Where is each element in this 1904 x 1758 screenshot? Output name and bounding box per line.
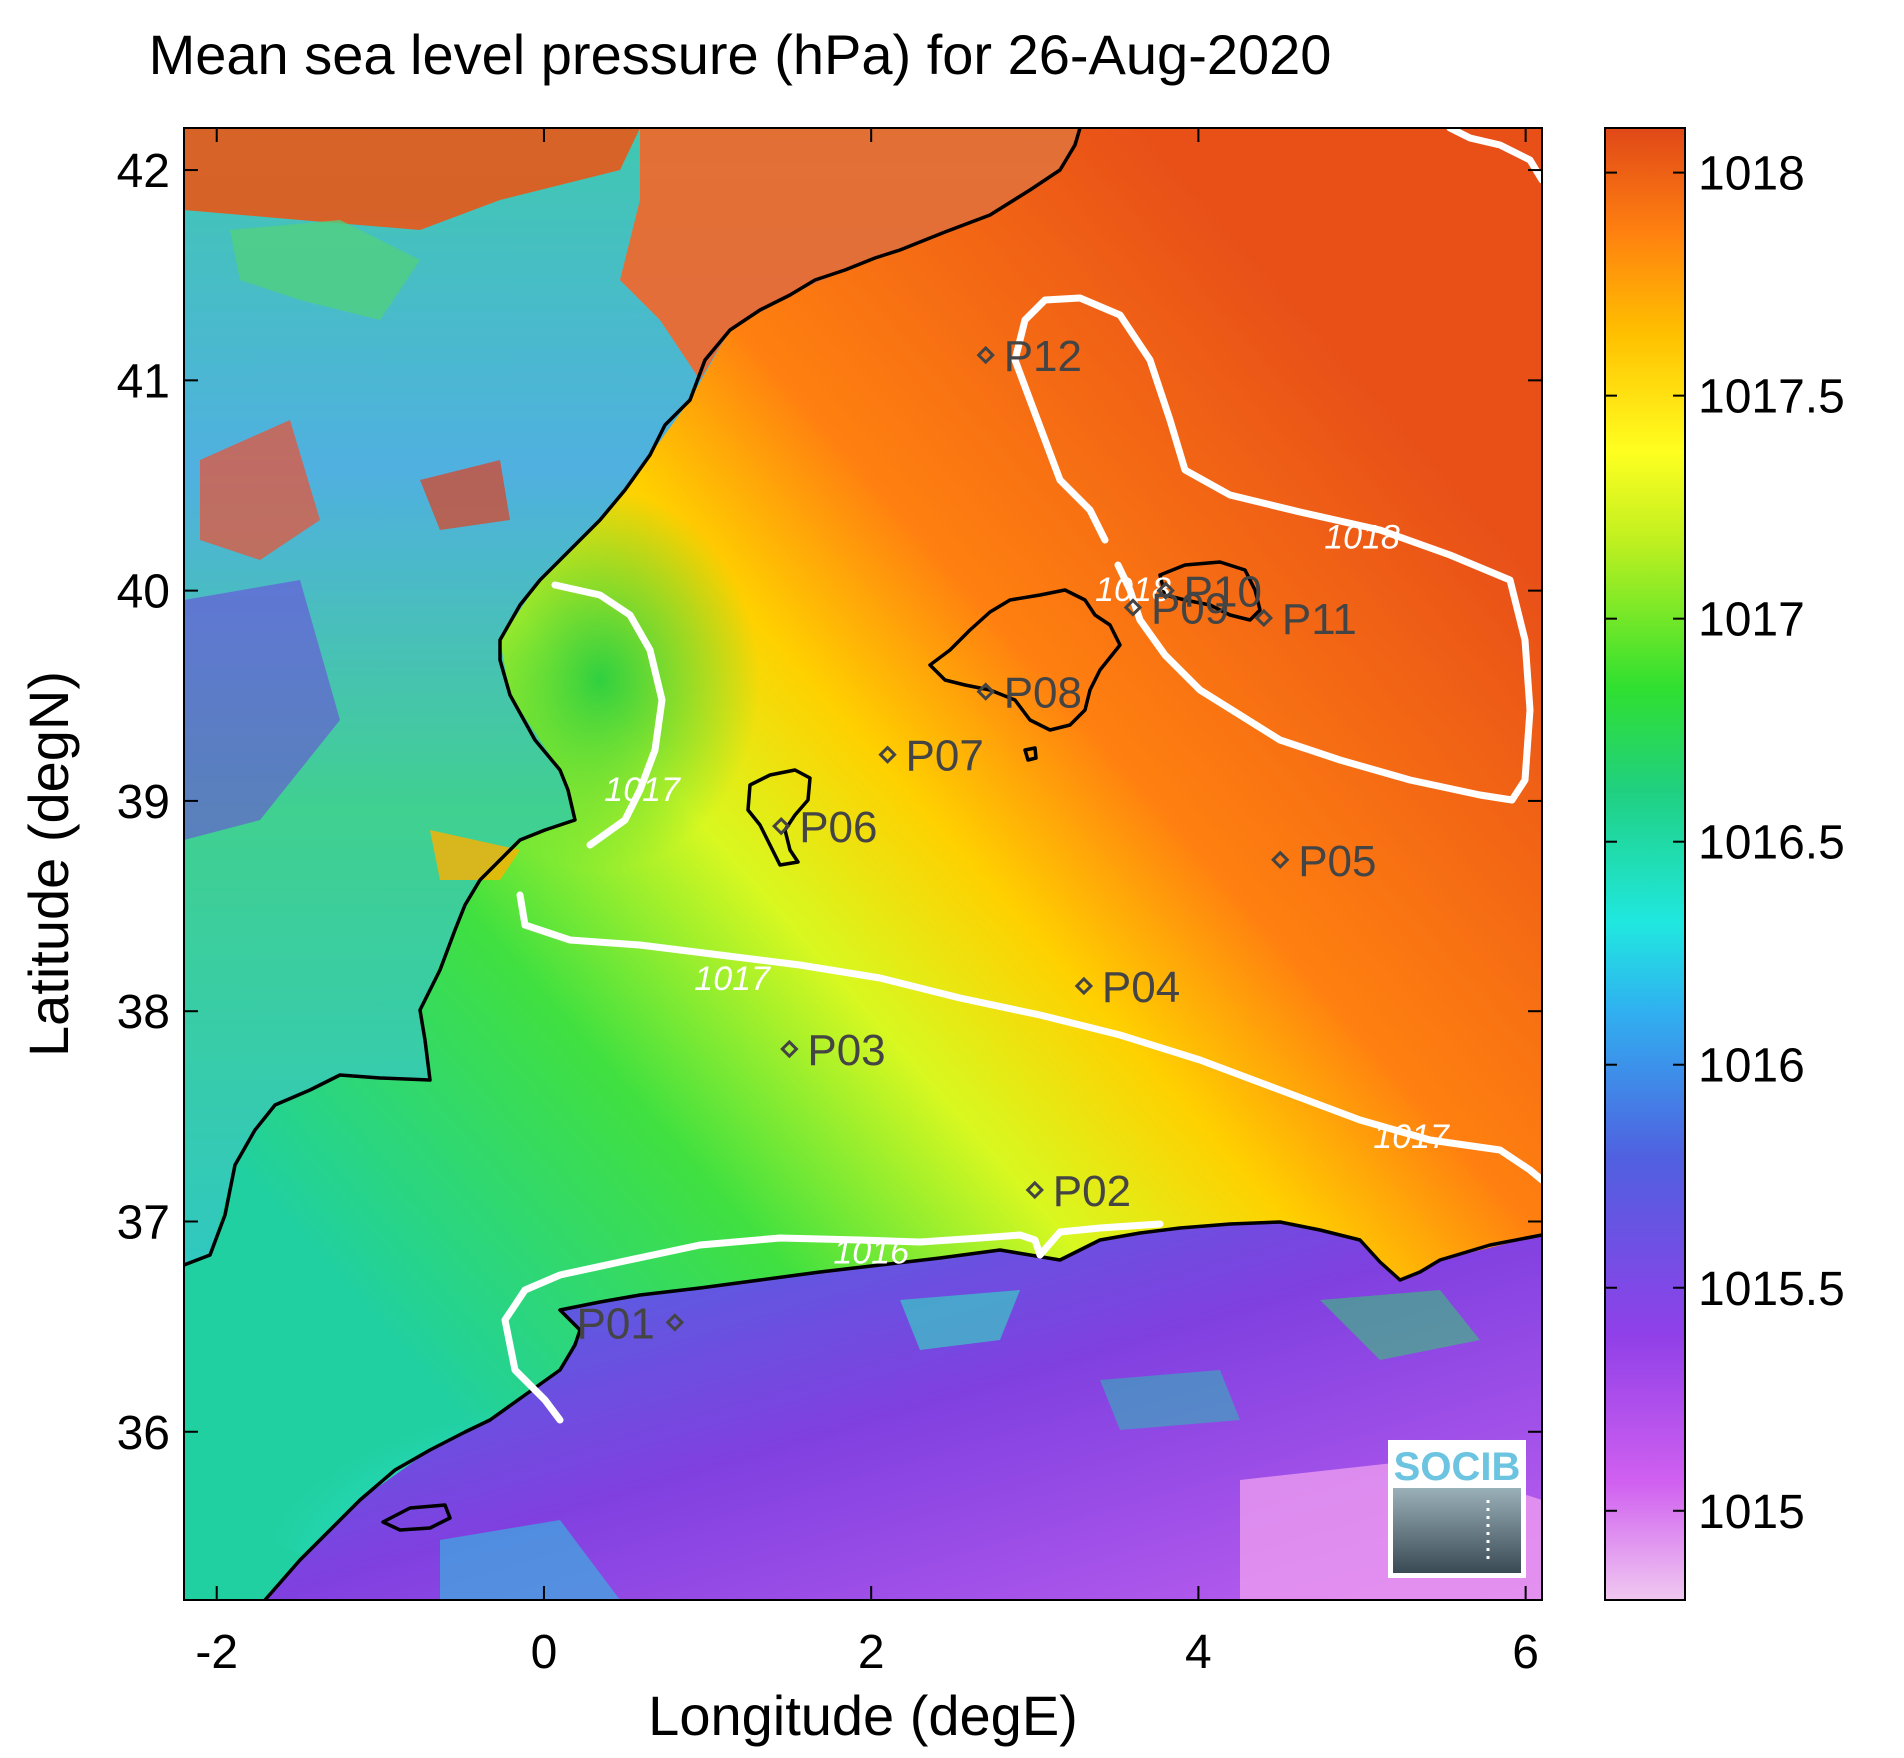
station-p12: P12 [976,332,1082,381]
colorbar-ticks: 1015 1015.5 1016 1016.5 1017 1017.5 1018 [1605,148,1845,1539]
contour-label: 1018 [1324,519,1400,557]
station-p07: P07 [878,732,984,781]
logo-text: SOCIB [1394,1445,1521,1489]
contour-label: 1016 [833,1234,909,1272]
y-tick-label: 39 [117,776,170,829]
colorbar-tick-label: 1018 [1698,148,1805,201]
colorbar [1604,127,1686,1601]
y-tick-label: 40 [117,566,170,619]
diamond-marker-icon [1271,850,1290,869]
diamond-marker-icon [1025,1180,1044,1200]
station-p02: P02 [1025,1167,1131,1216]
coastline [184,128,1542,1600]
x-tick-label: 2 [858,1626,885,1679]
colorbar-tick-label: 1017 [1698,594,1805,647]
diamond-marker-icon [665,1313,685,1332]
x-tick-label: -2 [195,1626,238,1679]
x-tick-label: 0 [531,1626,558,1679]
diamond-marker-icon [1156,581,1175,600]
diamond-marker-icon [1254,608,1274,628]
y-axis-label: Latitude (degN) [17,671,80,1057]
station-label: P11 [1282,595,1357,644]
pressure-field: 1016 1017 1017 1017 1018 1018 P01P02P03P… [184,128,1542,1600]
station-p06: P06 [772,803,877,852]
station-p11: P11 [1254,595,1357,644]
diamond-marker-icon [1123,598,1143,617]
station-p05: P05 [1271,837,1377,886]
x-tick-label: 4 [1185,1626,1212,1679]
x-axis: -2 0 2 4 6 [195,128,1539,1679]
diamond-marker-icon [772,816,791,836]
station-label: P09 [1151,584,1229,633]
contour-label: 1017 [1373,1118,1450,1156]
plot-frame [183,127,1543,1601]
colorbar-tick-label: 1016 [1698,1040,1805,1093]
colorbar-tick-label: 1017.5 [1698,371,1845,424]
x-tick-label: 6 [1512,1626,1539,1679]
station-label: P03 [807,1026,885,1075]
station-label: P04 [1102,963,1180,1012]
colorbar-tick-label: 1015.5 [1698,1263,1845,1316]
y-tick-label: 36 [117,1407,170,1460]
y-axis: 36 37 38 39 40 41 42 [117,145,1542,1460]
socib-logo: SOCIB [1388,1440,1526,1578]
station-label: P01 [577,1299,655,1348]
station-label: P12 [1004,332,1082,381]
colorbar-tick-label: 1015 [1698,1486,1805,1539]
map-title: Mean sea level pressure (hPa) for 26-Aug… [148,23,1332,86]
station-label: P08 [1004,669,1082,718]
colorbar-tick-label: 1016.5 [1698,817,1845,870]
station-label: P02 [1053,1167,1131,1216]
station-label: P06 [799,803,877,852]
y-tick-label: 38 [117,986,170,1039]
station-p08: P08 [976,669,1082,718]
diamond-marker-icon [976,345,995,365]
contour-label: 1017 [604,771,681,809]
station-p10: P10 [1156,568,1262,617]
diamond-marker-icon [878,745,897,764]
contour-1018-top [1446,128,1542,184]
station-p03: P03 [780,1026,886,1075]
x-axis-label: Longitude (degE) [648,1684,1078,1747]
diamond-marker-icon [976,682,995,701]
station-label: P07 [906,732,984,781]
contour-1016 [501,1220,1164,1424]
station-label: P05 [1298,837,1376,886]
station-label: P10 [1184,568,1262,617]
contour-lines [501,128,1542,1424]
y-tick-label: 41 [117,355,170,408]
contour-1017-valencia [551,581,666,849]
station-p01: P01 [577,1299,685,1348]
diamond-marker-icon [780,1039,799,1059]
station-p09: P09 [1123,584,1229,633]
y-tick-label: 37 [117,1196,170,1249]
y-tick-label: 42 [117,145,170,198]
station-p04: P04 [1074,963,1180,1012]
diamond-marker-icon [1074,976,1094,996]
contour-1017-south [516,891,1542,1184]
contour-label: 1017 [694,960,771,998]
contour-1018-balearic [1011,294,1534,804]
